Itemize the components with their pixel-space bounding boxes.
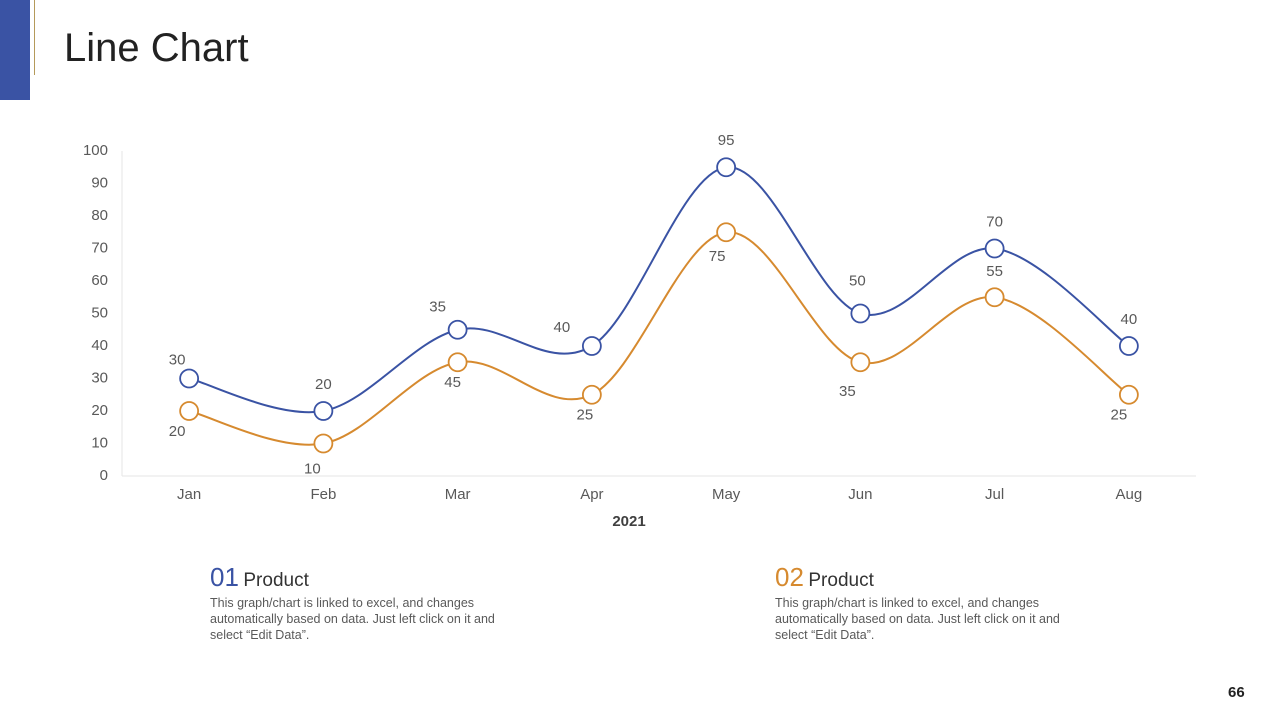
product-text: This graph/chart is linked to excel, and… — [775, 596, 1060, 642]
data-label: 20 — [315, 376, 332, 393]
product-number: 01 — [210, 562, 239, 592]
y-tick-label: 10 — [91, 434, 108, 451]
data-label: 70 — [986, 213, 1003, 230]
data-label: 20 — [169, 423, 186, 440]
data-label: 35 — [839, 383, 856, 400]
x-tick-label: Aug — [1116, 486, 1143, 503]
x-axis-title: 2021 — [612, 513, 645, 530]
x-tick-label: Jan — [177, 486, 201, 503]
data-label: 35 — [429, 299, 446, 316]
data-label: 40 — [1121, 311, 1138, 328]
y-tick-label: 0 — [100, 467, 108, 484]
point-marker — [179, 401, 200, 421]
data-label: 55 — [986, 263, 1003, 280]
point-marker — [313, 433, 334, 454]
data-label: 25 — [577, 407, 594, 424]
point-marker — [984, 287, 1005, 308]
data-label: 40 — [554, 319, 571, 336]
x-tick-label: Apr — [580, 486, 603, 503]
y-tick-label: 60 — [91, 272, 108, 289]
point-marker — [1118, 384, 1139, 405]
y-tick-label: 20 — [91, 402, 108, 419]
product-block: 01 Product This graph/chart is linked to… — [210, 562, 510, 643]
product-title: Product — [243, 570, 309, 591]
slide-title: Line Chart — [64, 26, 249, 70]
point-marker — [581, 336, 602, 356]
series-line — [188, 231, 1130, 446]
y-tick-label: 50 — [91, 304, 108, 321]
point-marker — [984, 238, 1005, 259]
x-tick-label: May — [712, 486, 741, 503]
x-tick-label: Mar — [445, 486, 471, 503]
data-label: 25 — [1111, 407, 1128, 424]
series-line — [188, 166, 1130, 414]
point-marker — [447, 352, 468, 373]
point-marker — [581, 384, 602, 405]
data-label: 30 — [169, 351, 186, 368]
accent-line — [34, 0, 35, 75]
data-label: 75 — [709, 248, 726, 265]
point-marker — [1118, 336, 1139, 356]
product-number: 02 — [775, 562, 804, 592]
accent-bar — [0, 0, 30, 100]
x-tick-label: Jun — [848, 486, 872, 503]
data-label: 10 — [304, 460, 321, 477]
point-marker — [716, 222, 737, 243]
y-tick-label: 70 — [91, 239, 108, 256]
product-block: 02 Product This graph/chart is linked to… — [775, 562, 1075, 643]
x-tick-label: Feb — [310, 486, 336, 503]
y-tick-label: 100 — [83, 142, 108, 159]
point-marker — [313, 401, 334, 421]
point-marker — [447, 319, 468, 340]
product-title: Product — [808, 570, 874, 591]
point-marker — [850, 352, 871, 373]
chart: 2021 0 10 20 30 40 50 60 70 80 90 100 Jan Feb Mar Apr M… — [83, 132, 1196, 530]
data-label: 50 — [849, 272, 866, 289]
product-text: This graph/chart is linked to excel, and… — [210, 596, 495, 642]
x-tick-label: Jul — [985, 486, 1004, 503]
point-marker — [179, 368, 200, 389]
y-tick-label: 80 — [91, 207, 108, 224]
data-label: 45 — [444, 374, 461, 391]
point-marker — [716, 157, 737, 178]
point-marker — [850, 303, 871, 324]
y-tick-label: 30 — [91, 369, 108, 386]
y-tick-label: 40 — [91, 337, 108, 354]
page-number: 66 — [1228, 684, 1245, 701]
data-label: 95 — [718, 132, 735, 149]
y-tick-label: 90 — [91, 174, 108, 191]
